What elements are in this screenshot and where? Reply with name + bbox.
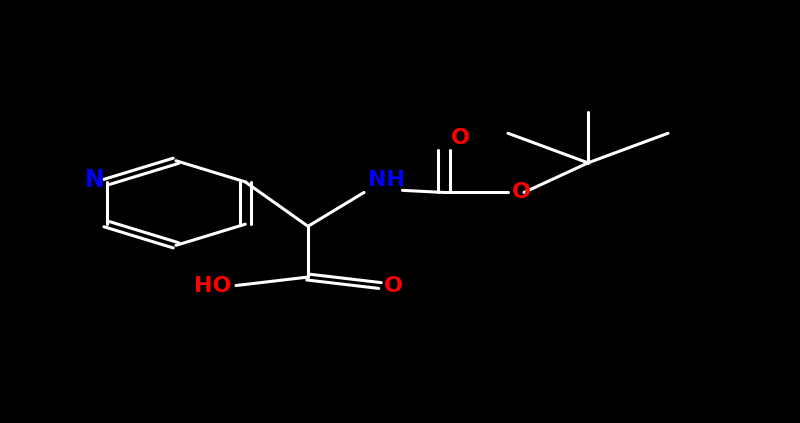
Text: O: O	[512, 182, 531, 203]
Text: HO: HO	[194, 275, 232, 296]
Text: O: O	[450, 128, 470, 148]
Text: O: O	[384, 275, 403, 296]
Text: NH: NH	[368, 170, 405, 190]
Text: N: N	[85, 168, 105, 192]
